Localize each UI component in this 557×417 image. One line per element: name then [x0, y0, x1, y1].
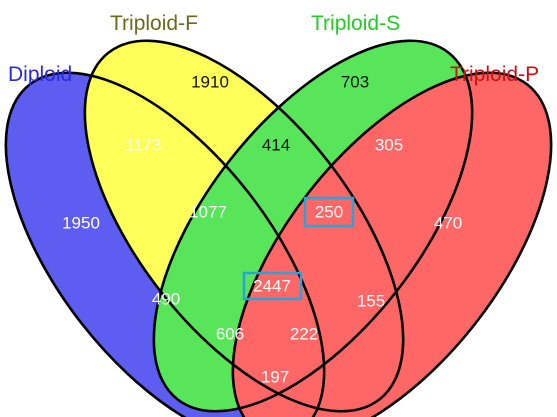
triploid-s-outline	[152, 39, 474, 413]
region-triploid-f-triploid-s-triploid-p: 250	[315, 202, 343, 221]
set-label-diploid: Diploid	[8, 63, 72, 86]
region-triploid-p-only: 470	[434, 213, 462, 232]
region-all-four: 2447	[253, 276, 291, 295]
set-label-triploid-p: Triploid-P	[450, 63, 539, 86]
diploid-outline	[4, 71, 326, 417]
set-label-triploid-s: Triploid-S	[311, 12, 400, 35]
region-diploid-triploid-s: 490	[152, 289, 180, 308]
region-triploid-f-only: 1910	[191, 72, 229, 91]
region-triploid-f-triploid-p: 155	[357, 291, 385, 310]
region-triploid-f-triploid-s: 414	[262, 135, 290, 154]
highlight-box-250	[303, 196, 355, 228]
triploid-p-ellipse	[232, 72, 552, 417]
region-diploid-triploid-s-triploid-p: 606	[216, 324, 244, 343]
region-diploid-only: 1950	[62, 213, 100, 232]
region-diploid-triploid-f: 1173	[125, 135, 162, 154]
region-triploid-s-only: 703	[341, 72, 369, 91]
highlight-box-2447	[242, 271, 303, 301]
region-diploid-triploid-p: 197	[261, 367, 289, 386]
triploid-p-outline	[231, 71, 553, 417]
set-label-triploid-f: Triploid-F	[110, 12, 198, 35]
region-diploid-triploid-f-triploid-s: 1077	[189, 202, 227, 221]
region-diploid-triploid-f-triploid-p: 222	[290, 324, 318, 343]
region-triploid-s-triploid-p: 305	[375, 135, 403, 154]
